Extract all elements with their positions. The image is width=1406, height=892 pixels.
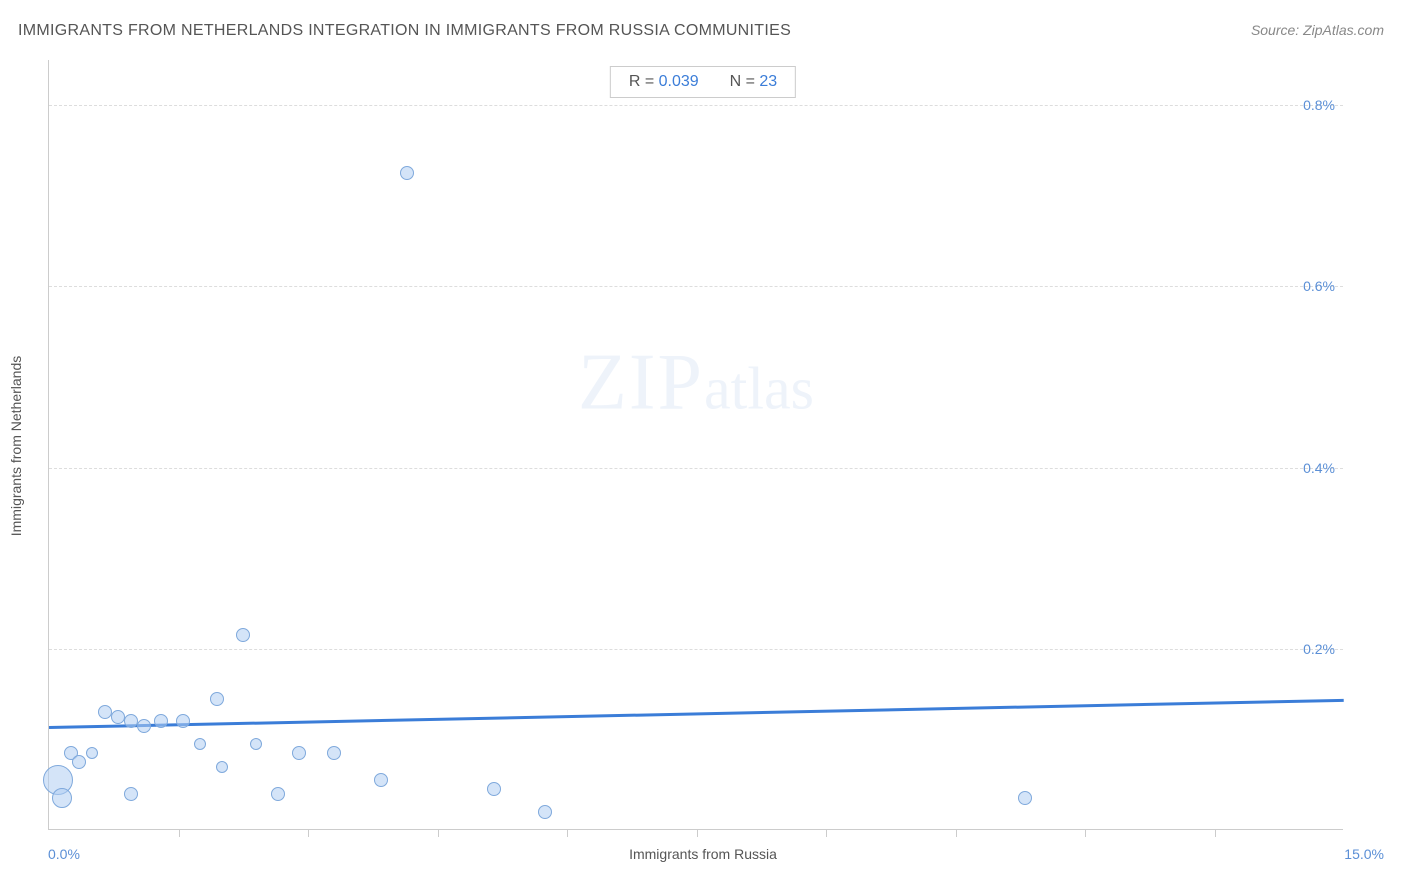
data-point — [487, 782, 501, 796]
data-point — [124, 714, 138, 728]
watermark-zip: ZIP — [578, 338, 704, 426]
data-point — [137, 719, 151, 733]
data-point — [86, 747, 98, 759]
x-tick — [179, 829, 180, 837]
x-tick — [1215, 829, 1216, 837]
data-point — [111, 710, 125, 724]
x-max-label: 15.0% — [1344, 846, 1384, 862]
x-tick — [956, 829, 957, 837]
x-tick — [308, 829, 309, 837]
x-tick — [438, 829, 439, 837]
data-point — [250, 738, 262, 750]
chart-title: IMMIGRANTS FROM NETHERLANDS INTEGRATION … — [18, 22, 791, 40]
x-axis-label: Immigrants from Russia — [629, 846, 777, 862]
data-point — [400, 166, 414, 180]
y-tick-label: 0.2% — [1303, 641, 1335, 657]
data-point — [271, 787, 285, 801]
watermark-atlas: atlas — [704, 355, 814, 421]
x-min-label: 0.0% — [48, 846, 80, 862]
trendline — [49, 699, 1344, 729]
plot-area: ZIPatlas 0.2% 0.4% 0.6% 0.8% — [48, 60, 1343, 830]
x-tick — [697, 829, 698, 837]
data-point — [292, 746, 306, 760]
x-tick — [567, 829, 568, 837]
data-point — [327, 746, 341, 760]
gridline — [49, 286, 1343, 287]
data-point — [98, 705, 112, 719]
y-tick-label: 0.6% — [1303, 278, 1335, 294]
gridline — [49, 468, 1343, 469]
watermark: ZIPatlas — [578, 337, 814, 428]
gridline — [49, 105, 1343, 106]
data-point — [538, 805, 552, 819]
y-tick-label: 0.4% — [1303, 460, 1335, 476]
data-point — [52, 788, 72, 808]
gridline — [49, 649, 1343, 650]
data-point — [210, 692, 224, 706]
x-tick — [826, 829, 827, 837]
y-axis-label: Immigrants from Netherlands — [8, 356, 24, 537]
data-point — [176, 714, 190, 728]
data-point — [154, 714, 168, 728]
data-point — [236, 628, 250, 642]
data-point — [124, 787, 138, 801]
data-point — [72, 755, 86, 769]
data-point — [374, 773, 388, 787]
data-point — [1018, 791, 1032, 805]
y-tick-label: 0.8% — [1303, 97, 1335, 113]
data-point — [216, 761, 228, 773]
chart-source: Source: ZipAtlas.com — [1251, 22, 1384, 38]
x-tick — [1085, 829, 1086, 837]
data-point — [194, 738, 206, 750]
